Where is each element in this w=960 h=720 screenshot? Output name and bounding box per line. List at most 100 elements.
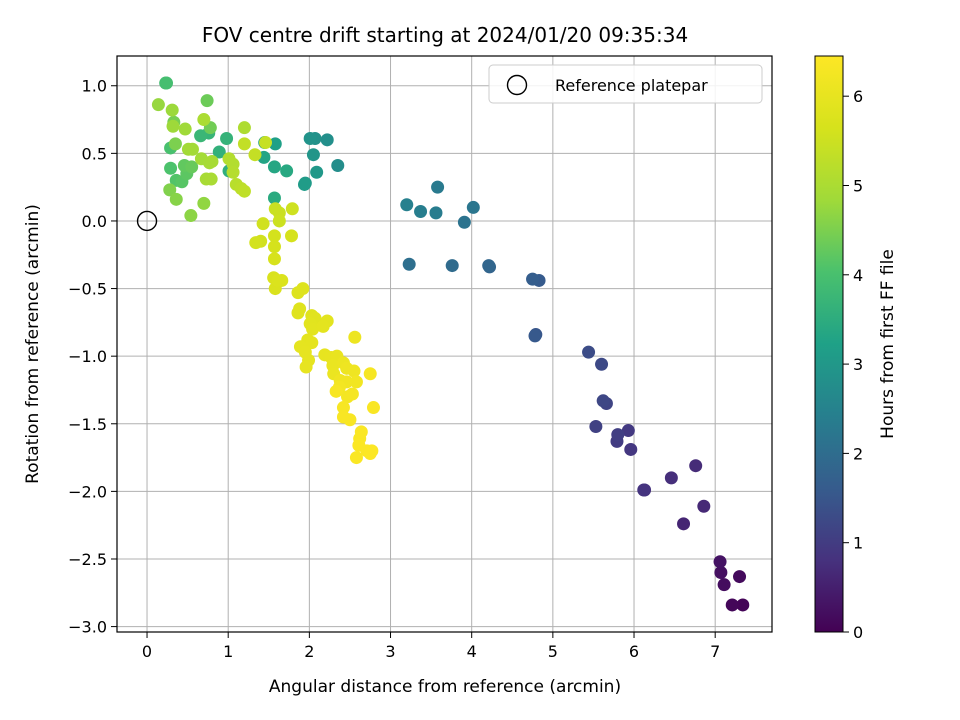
data-point: [185, 142, 199, 156]
data-point: [725, 598, 739, 612]
colorbar-tick-label: 3: [853, 355, 863, 374]
data-point: [348, 330, 362, 344]
data-point: [637, 483, 651, 497]
data-point: [595, 357, 609, 371]
data-point: [267, 252, 281, 266]
data-point: [736, 598, 750, 612]
data-points: [151, 76, 750, 612]
data-point: [160, 76, 174, 90]
data-point: [271, 273, 285, 287]
data-point: [349, 451, 363, 465]
colorbar-ticks: 0 1 2 3 4 5 6: [843, 87, 863, 642]
data-point: [293, 302, 307, 316]
y-tick-label: −3.0: [68, 618, 107, 637]
data-point: [212, 145, 226, 159]
data-point: [151, 98, 165, 112]
data-point: [689, 459, 703, 473]
data-point: [331, 159, 345, 173]
data-point: [297, 177, 311, 191]
data-point: [296, 282, 310, 296]
legend: Reference platepar: [488, 64, 763, 104]
data-point: [267, 160, 281, 174]
data-point: [226, 165, 240, 179]
chart-title: FOV centre drift starting at 2024/01/20 …: [202, 23, 688, 47]
data-point: [349, 375, 363, 389]
data-point: [429, 206, 443, 220]
colorbar-tick-label: 6: [853, 87, 863, 106]
colorbar-label: Hours from first FF file: [878, 249, 898, 439]
y-tick-label: 1.0: [82, 77, 107, 96]
data-point: [184, 209, 198, 223]
colorbar-tick-label: 2: [853, 444, 863, 463]
data-point: [677, 517, 691, 531]
x-axis: 0 1 2 3 4 5 6 7: [142, 632, 720, 661]
colorbar-tick-label: 1: [853, 534, 863, 553]
data-point: [306, 148, 320, 162]
y-tick-label: 0.5: [82, 144, 107, 163]
y-axis-label: Rotation from reference (arcmin): [23, 204, 43, 484]
x-axis-label: Angular distance from reference (arcmin): [269, 677, 621, 697]
data-point: [169, 192, 183, 206]
legend-entry-reference: Reference platepar: [555, 76, 708, 95]
x-tick-label: 6: [629, 642, 639, 661]
y-tick-label: 0.0: [82, 212, 107, 231]
data-point: [347, 364, 361, 378]
data-point: [220, 131, 234, 145]
data-point: [164, 161, 178, 175]
data-point: [402, 257, 416, 271]
data-point: [582, 345, 596, 359]
data-point: [185, 160, 199, 174]
x-tick-label: 3: [385, 642, 395, 661]
y-axis: 1.0 0.5 0.0 −0.5 −1.0 −1.5 −2.0 −2.5 −3.0: [68, 77, 117, 637]
data-point: [457, 215, 471, 229]
data-point: [528, 329, 542, 343]
colorbar-tick-label: 4: [853, 266, 863, 285]
data-point: [431, 180, 445, 194]
data-point: [596, 394, 610, 408]
y-tick-label: −2.0: [68, 482, 107, 501]
reference-marker-layer: [136, 210, 158, 232]
data-point: [345, 387, 359, 401]
data-point: [267, 191, 281, 205]
data-point: [621, 424, 635, 438]
data-point: [466, 200, 480, 214]
data-point: [163, 183, 177, 197]
data-point: [259, 136, 273, 150]
data-point: [267, 229, 281, 243]
data-point: [354, 425, 368, 439]
data-point: [285, 202, 299, 216]
data-point: [366, 401, 380, 415]
data-point: [168, 137, 182, 151]
data-point: [197, 196, 211, 210]
data-point: [589, 419, 603, 433]
colorbar: 0 1 2 3 4 5 6 Hours from first FF file: [814, 55, 898, 642]
data-point: [664, 471, 678, 485]
data-point: [237, 121, 251, 135]
data-point: [249, 236, 263, 250]
colorbar-tick-label: 0: [853, 623, 863, 642]
data-point: [303, 131, 317, 145]
data-point: [713, 555, 727, 569]
data-point: [624, 442, 638, 456]
data-point: [194, 129, 208, 143]
data-point: [222, 152, 236, 166]
data-point: [205, 154, 219, 168]
data-point: [717, 578, 731, 592]
data-point: [267, 240, 281, 254]
data-point: [336, 401, 350, 415]
y-tick-label: −2.5: [68, 550, 107, 569]
plot-area-frame: [116, 55, 773, 633]
y-tick-label: −1.5: [68, 415, 107, 434]
x-tick-label: 5: [548, 642, 558, 661]
data-point: [197, 113, 211, 127]
data-point: [305, 336, 319, 350]
data-point: [526, 272, 540, 286]
data-point: [285, 229, 299, 243]
data-point: [445, 259, 459, 273]
data-point: [400, 198, 414, 212]
data-point: [733, 570, 747, 584]
data-point: [611, 428, 625, 442]
data-point: [178, 122, 192, 136]
data-point: [165, 103, 179, 117]
